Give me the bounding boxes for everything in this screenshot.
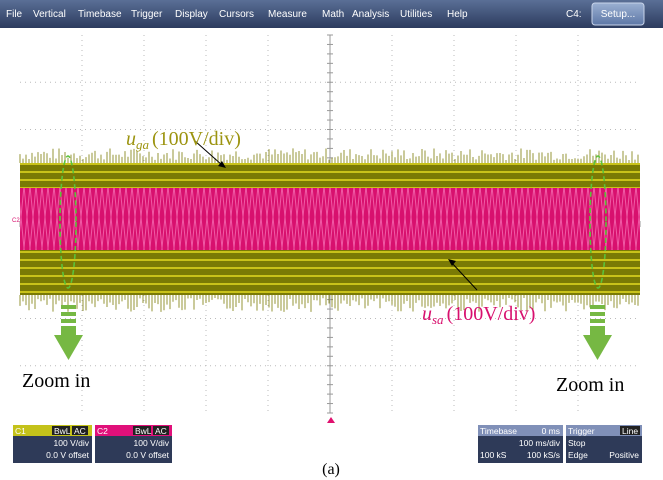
waveform-usa — [20, 188, 640, 250]
menu-item[interactable]: Display — [175, 9, 208, 20]
panel-bw: BwL — [54, 426, 71, 436]
panel-offset: 0.0 V offset — [126, 450, 169, 460]
c1-panel[interactable]: C1 BwL AC 100 V/div 0.0 V offset — [13, 425, 92, 463]
usa-label: usa(100V/div) — [422, 303, 535, 327]
menu-item[interactable]: Help — [447, 9, 468, 20]
zoom-arrow — [583, 305, 612, 360]
menu-item[interactable]: Measure — [268, 9, 307, 20]
menu-item[interactable]: Utilities — [400, 9, 432, 20]
setup-button-label[interactable]: Setup... — [601, 9, 635, 20]
panel-samples: 100 kS — [480, 450, 507, 460]
menu-item[interactable]: Timebase — [78, 9, 122, 20]
panel-type: Edge — [568, 450, 588, 460]
oscilloscope-screenshot: File Vertical Timebase Trigger Display Cursor… — [0, 0, 663, 480]
channel-marker: C2 — [12, 218, 20, 224]
panel-slope: Positive — [609, 450, 639, 460]
uga-label: uga(100V/div) — [126, 128, 241, 152]
zoom-label: Zoom in — [22, 370, 90, 392]
panel-scale: 100 V/div — [134, 438, 170, 448]
zoom-arrow — [54, 305, 83, 360]
zoom-label: Zoom in — [556, 374, 624, 396]
panel-scale: 100 V/div — [54, 438, 90, 448]
panel-label: Trigger — [568, 426, 595, 436]
panel-scale: 100 ms/div — [519, 438, 561, 448]
trigger-panel[interactable]: Trigger Line Stop Edge Positive — [566, 425, 642, 463]
panel-source: Line — [622, 426, 638, 436]
menu-item[interactable]: Math — [322, 9, 344, 20]
timebase-panel[interactable]: Timebase 0 ms 100 ms/div 100 kS 100 kS/s — [478, 425, 563, 463]
panel-label: Timebase — [480, 426, 517, 436]
panel-label: C1 — [15, 426, 26, 436]
panel-coupling: AC — [74, 426, 86, 436]
panel-bw: BwL — [135, 426, 152, 436]
c2-panel[interactable]: C2 BwL AC 100 V/div 0.0 V offset — [95, 425, 172, 463]
menu-item[interactable]: Trigger — [131, 9, 163, 20]
panel-rate: 100 kS/s — [527, 450, 560, 460]
menu-item[interactable]: File — [6, 9, 23, 20]
caption: (a) — [322, 461, 340, 478]
menu-item[interactable]: Analysis — [352, 9, 389, 20]
trigger-marker — [327, 417, 335, 423]
panel-coupling: AC — [155, 426, 167, 436]
panel-label: C2 — [97, 426, 108, 436]
panel-delay: 0 ms — [542, 426, 560, 436]
panel-state: Stop — [568, 438, 586, 448]
menu-item[interactable]: Cursors — [219, 9, 254, 20]
channel-label: C4: — [566, 9, 582, 20]
panel-offset: 0.0 V offset — [46, 450, 89, 460]
menu-item[interactable]: Vertical — [33, 9, 66, 20]
